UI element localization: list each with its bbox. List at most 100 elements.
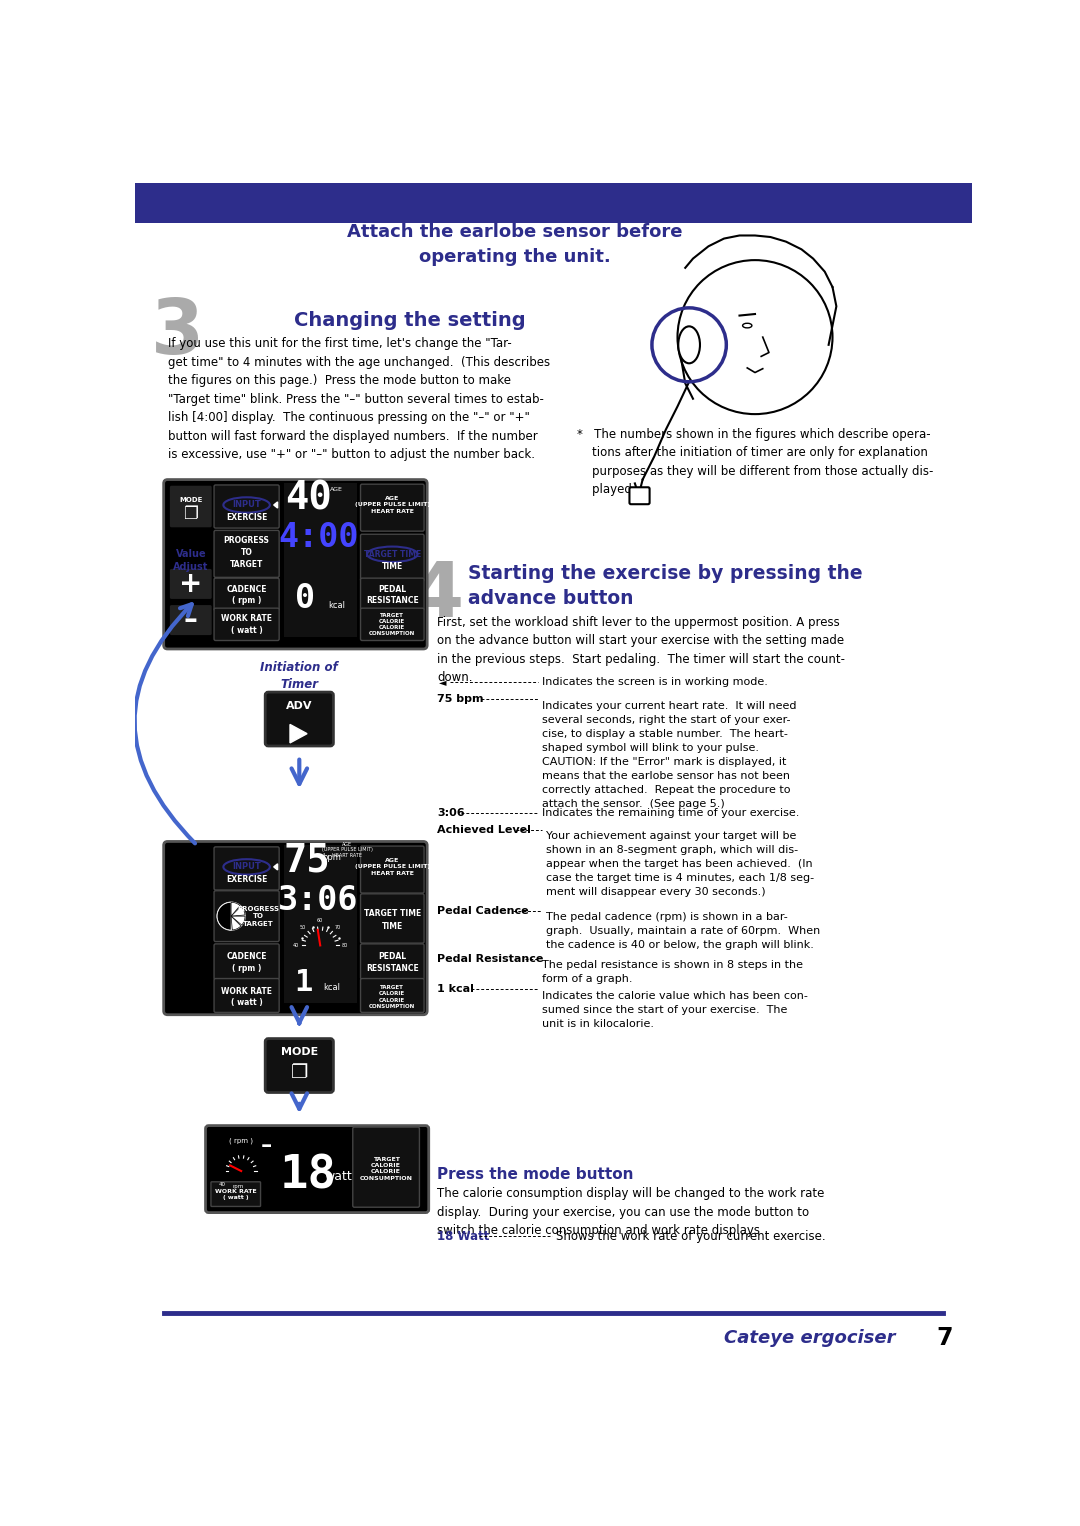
FancyBboxPatch shape (266, 1039, 334, 1093)
FancyBboxPatch shape (211, 1181, 260, 1207)
FancyBboxPatch shape (361, 578, 424, 610)
Text: watt: watt (325, 1170, 353, 1183)
Text: EXERCISE: EXERCISE (226, 874, 267, 884)
Text: Cateye ergociser: Cateye ergociser (724, 1329, 895, 1347)
Text: kcal: kcal (328, 601, 345, 609)
Text: AGE
(UPPER PULSE LIMIT)
HEART RATE: AGE (UPPER PULSE LIMIT) HEART RATE (322, 842, 373, 858)
Text: Indicates the screen is in working mode.: Indicates the screen is in working mode. (542, 678, 768, 687)
FancyBboxPatch shape (630, 487, 649, 504)
FancyBboxPatch shape (214, 978, 279, 1012)
Text: 18 Watt: 18 Watt (437, 1230, 489, 1244)
Text: MODE: MODE (281, 1047, 318, 1058)
Circle shape (217, 902, 245, 929)
FancyBboxPatch shape (214, 609, 279, 641)
Text: TARGET
CALORIE
CALORIE
CONSUMPTION: TARGET CALORIE CALORIE CONSUMPTION (360, 1157, 413, 1181)
Text: rpm: rpm (232, 1184, 244, 1189)
FancyArrowPatch shape (135, 604, 195, 844)
Text: 4: 4 (410, 559, 463, 633)
Ellipse shape (224, 497, 270, 513)
Ellipse shape (224, 859, 270, 874)
FancyBboxPatch shape (266, 693, 334, 746)
Text: The pedal cadence (rpm) is shown in a bar-
graph.  Usually, maintain a rate of 6: The pedal cadence (rpm) is shown in a ba… (545, 913, 820, 951)
Polygon shape (273, 502, 278, 508)
Wedge shape (217, 902, 231, 929)
Text: INPUT: INPUT (232, 501, 261, 510)
Text: PROGRESS
TO
TARGET: PROGRESS TO TARGET (238, 905, 280, 926)
Wedge shape (231, 916, 241, 929)
Ellipse shape (743, 324, 752, 328)
Polygon shape (291, 725, 307, 743)
Text: TARGET
CALORIE
CALORIE
CONSUMPTION: TARGET CALORIE CALORIE CONSUMPTION (369, 986, 416, 1009)
Text: –: – (184, 606, 198, 633)
Polygon shape (273, 864, 278, 870)
Text: TARGET
CALORIE
CALORIE
CONSUMPTION: TARGET CALORIE CALORIE CONSUMPTION (369, 612, 416, 636)
Text: Indicates the remaining time of your exercise.: Indicates the remaining time of your exe… (542, 807, 799, 818)
Text: 60: 60 (318, 919, 323, 923)
FancyBboxPatch shape (361, 894, 424, 943)
Text: Changing the setting: Changing the setting (294, 311, 526, 330)
Wedge shape (231, 906, 245, 916)
Text: bpm: bpm (323, 853, 341, 862)
FancyBboxPatch shape (361, 534, 424, 581)
Text: PROGRESS
TO
TARGET: PROGRESS TO TARGET (224, 537, 270, 569)
Text: WORK RATE
( watt ): WORK RATE ( watt ) (215, 1189, 257, 1199)
Text: 3:06: 3:06 (437, 807, 464, 818)
Text: First, set the workload shift lever to the uppermost position. A press
on the ad: First, set the workload shift lever to t… (437, 617, 846, 684)
FancyBboxPatch shape (361, 609, 424, 641)
Text: 3:06: 3:06 (279, 884, 359, 917)
FancyBboxPatch shape (361, 945, 424, 980)
Text: TARGET TIME
TIME: TARGET TIME TIME (364, 909, 421, 931)
Text: 40: 40 (219, 1181, 226, 1187)
Text: ❐: ❐ (184, 505, 199, 523)
Text: Value
Adjust: Value Adjust (173, 549, 208, 572)
Text: 40: 40 (285, 479, 332, 517)
Ellipse shape (367, 546, 418, 562)
Circle shape (677, 259, 833, 414)
Text: The pedal resistance is shown in 8 steps in the
form of a graph.: The pedal resistance is shown in 8 steps… (542, 960, 802, 984)
Text: AGE
(UPPER PULSE LIMIT)
HEART RATE: AGE (UPPER PULSE LIMIT) HEART RATE (354, 858, 430, 876)
Text: WORK RATE
( watt ): WORK RATE ( watt ) (221, 613, 272, 635)
Text: WORK RATE
( watt ): WORK RATE ( watt ) (221, 987, 272, 1007)
Text: *   The numbers shown in the figures which describe opera-
    tions after the i: * The numbers shown in the figures which… (577, 427, 933, 496)
Text: The calorie consumption display will be changed to the work rate
display.  Durin: The calorie consumption display will be … (437, 1187, 825, 1238)
Text: Initiation of
Timer: Initiation of Timer (260, 661, 338, 691)
Text: 70: 70 (335, 925, 341, 931)
Text: INPUT: INPUT (232, 862, 261, 871)
Text: ADV: ADV (286, 700, 312, 711)
Wedge shape (231, 916, 245, 925)
FancyBboxPatch shape (361, 484, 424, 531)
Text: Indicates your current heart rate.  It will need
several seconds, right the star: Indicates your current heart rate. It wi… (542, 700, 796, 809)
Text: Shows the work rate of your current exercise.: Shows the work rate of your current exer… (556, 1230, 825, 1244)
Text: kcal: kcal (323, 983, 340, 992)
FancyBboxPatch shape (170, 569, 212, 598)
FancyBboxPatch shape (214, 531, 279, 577)
Text: Indicates the calorie value which has been con-
sumed since the start of your ex: Indicates the calorie value which has be… (542, 990, 808, 1029)
Text: 80: 80 (342, 943, 348, 948)
Text: Press the mode button: Press the mode button (437, 1167, 634, 1183)
FancyBboxPatch shape (214, 891, 279, 942)
Text: 75: 75 (284, 842, 330, 879)
Text: PEDAL
RESISTANCE: PEDAL RESISTANCE (366, 952, 419, 972)
Text: ❐: ❐ (291, 1064, 308, 1082)
Text: +: + (179, 569, 202, 598)
FancyBboxPatch shape (164, 841, 428, 1015)
Text: If you use this unit for the first time, let's change the "Tar-
get time" to 4 m: If you use this unit for the first time,… (167, 337, 550, 461)
Text: Pedal Resistance: Pedal Resistance (437, 954, 543, 963)
FancyBboxPatch shape (170, 606, 212, 635)
Bar (284, 484, 357, 638)
Text: TIME: TIME (381, 562, 403, 571)
Text: AGE: AGE (330, 487, 343, 491)
Text: Your achievement against your target will be
shown in an 8-segment graph, which : Your achievement against your target wil… (545, 832, 814, 897)
Text: 18: 18 (280, 1154, 336, 1199)
Text: Attach the earlobe sensor before
operating the unit.: Attach the earlobe sensor before operati… (347, 223, 683, 266)
Text: Pedal Cadence: Pedal Cadence (437, 906, 529, 916)
FancyBboxPatch shape (214, 485, 279, 528)
Text: ( rpm ): ( rpm ) (229, 1138, 253, 1144)
Text: –: – (261, 1135, 272, 1155)
FancyBboxPatch shape (361, 845, 424, 893)
FancyBboxPatch shape (214, 578, 279, 610)
Text: 0: 0 (296, 583, 315, 615)
Ellipse shape (678, 327, 700, 363)
Text: CADENCE
( rpm ): CADENCE ( rpm ) (227, 952, 267, 972)
FancyBboxPatch shape (361, 978, 424, 1012)
